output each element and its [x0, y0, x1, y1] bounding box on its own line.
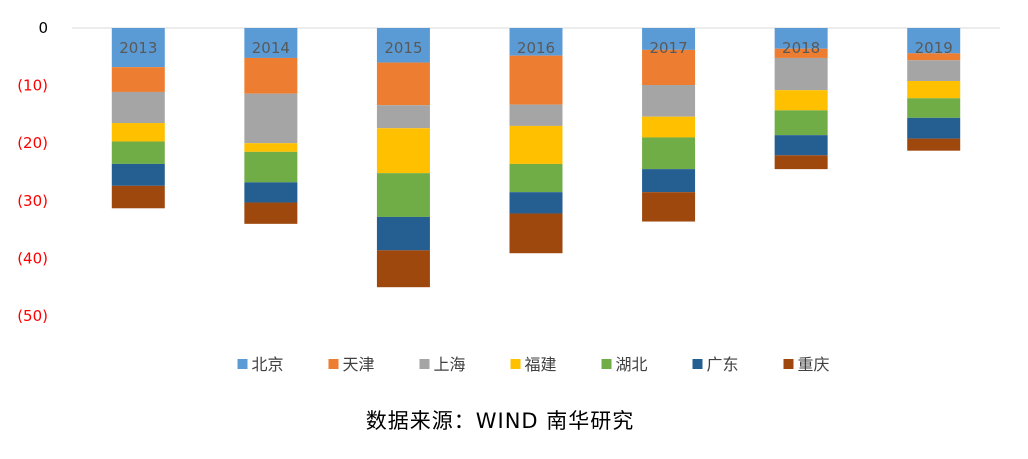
x-category-label: 2015 [384, 39, 422, 57]
y-tick-label: (20) [17, 134, 48, 152]
bar-segment [642, 137, 696, 170]
legend-swatch [692, 359, 703, 369]
legend-swatch [783, 359, 794, 369]
stacked-bar-chart: 0(10)(20)(30)(40)(50) 2013 2014 2015 2016 20… [17, 19, 1000, 374]
bar-segment [509, 104, 563, 126]
legend-swatch [601, 359, 612, 369]
bar-segment [774, 155, 828, 170]
legend-label: 湖北 [616, 355, 648, 374]
legend-swatch [419, 359, 430, 369]
x-category-label: 2016 [517, 39, 555, 57]
bar-segment [509, 28, 563, 56]
x-category-label: 2019 [915, 39, 953, 57]
source-note: 数据来源：WIND 南华研究 [365, 409, 635, 433]
legend-swatch [328, 359, 339, 369]
bar-segment [642, 28, 696, 50]
bar-segment [642, 49, 696, 86]
bar-segment [111, 28, 165, 68]
bar-segment [774, 110, 828, 136]
category-labels: 2013 2014 2015 2016 2017 2018 2019 [119, 39, 953, 57]
bar-segment [907, 28, 961, 54]
y-tick-label: 0 [38, 19, 48, 37]
bar-segment [111, 163, 165, 186]
bar-segment [642, 169, 696, 193]
bar-segment [509, 125, 563, 164]
legend-swatch [510, 359, 521, 369]
y-tick-label: (10) [17, 77, 48, 95]
bar-segment [244, 202, 298, 224]
bar-segment [509, 163, 563, 193]
y-tick-label: (40) [17, 249, 48, 267]
bar-segment [907, 98, 961, 118]
x-category-label: 2013 [119, 39, 157, 57]
x-category-label: 2017 [649, 39, 687, 57]
legend-label: 广东 [707, 355, 739, 374]
bar-segment [244, 143, 298, 152]
bar-segment [111, 185, 165, 209]
bar-segment [376, 105, 430, 129]
bar-segment [774, 57, 828, 91]
bar-segment [111, 141, 165, 164]
bar-segment [907, 117, 961, 139]
x-category-label: 2018 [782, 39, 820, 57]
bar-segment [907, 138, 961, 151]
bar-segment [244, 93, 298, 144]
bar-segment [509, 213, 563, 254]
bar-segment [376, 216, 430, 251]
bar-segment [907, 80, 961, 99]
bar-segment [642, 85, 696, 117]
bar-segment [111, 67, 165, 92]
bar-segment [111, 123, 165, 142]
bar-segment [774, 135, 828, 156]
bar-segment [244, 182, 298, 203]
bar-segment [376, 173, 430, 217]
bar-segment [376, 250, 430, 288]
legend-label: 天津 [343, 355, 375, 374]
y-tick-label: (30) [17, 192, 48, 210]
bar-segment [244, 151, 298, 183]
bar-segment [774, 48, 828, 58]
bar-segment [774, 90, 828, 111]
bar-segment [376, 28, 430, 63]
legend-label: 北京 [252, 355, 284, 374]
bar-segment [376, 128, 430, 174]
x-category-label: 2014 [252, 39, 290, 57]
legend-label: 上海 [434, 355, 466, 374]
y-tick-label: (50) [17, 307, 48, 325]
bar-segment [244, 57, 298, 94]
bar-segment [642, 192, 696, 222]
legend-label: 福建 [525, 355, 557, 374]
bar-segment [642, 116, 696, 138]
legend-label: 重庆 [798, 355, 830, 374]
bar-segment [509, 55, 563, 105]
bar-segment [774, 28, 828, 49]
bar-segment [376, 62, 430, 106]
bar-segment [111, 91, 165, 124]
bar-segment [509, 192, 563, 214]
bar-segment [907, 60, 961, 81]
legend-swatch [237, 359, 248, 369]
bar-segment [907, 53, 961, 61]
bar-segment [244, 28, 298, 58]
bars [111, 28, 961, 288]
legend: 北京 天津 上海 福建 湖北 广东 重庆 [237, 355, 830, 374]
